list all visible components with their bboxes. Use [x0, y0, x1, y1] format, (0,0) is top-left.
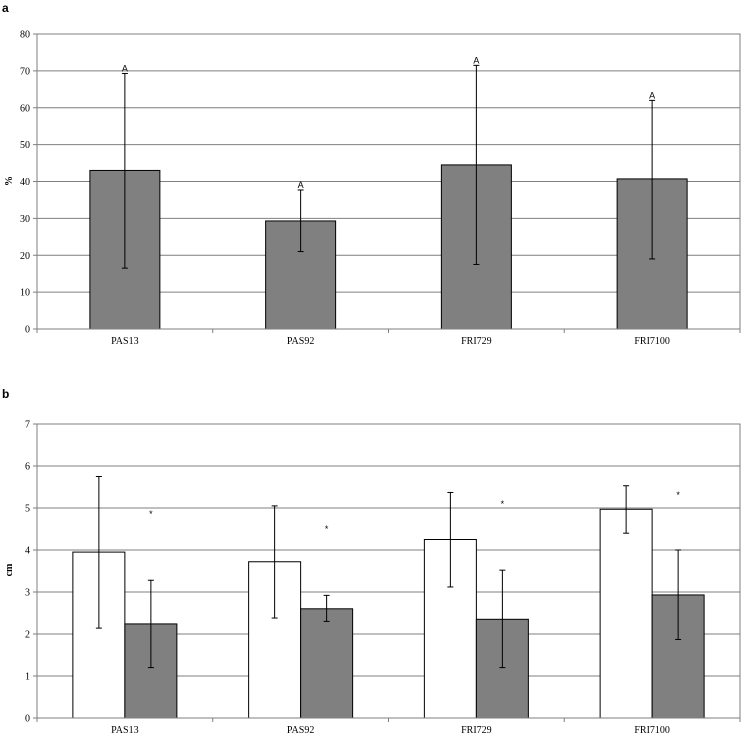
plot-frame — [36, 33, 741, 330]
significance-letter: A — [649, 90, 655, 100]
y-tick-label: 4 — [25, 546, 30, 557]
y-tick-label: 6 — [25, 462, 30, 473]
significance-asterisk: * — [501, 499, 505, 509]
y-tick-label: 10 — [20, 288, 30, 299]
bars-a — [89, 164, 688, 330]
y-tick-label: 70 — [20, 66, 30, 77]
y-tick-label: 40 — [20, 177, 30, 188]
y-ticks-a: 0 10 20 30 40 50 60 70 80 — [20, 30, 30, 336]
y-tick-label: 2 — [25, 630, 30, 641]
y-axis-label-a: % — [4, 176, 15, 186]
x-tick-label: FRI729 — [461, 336, 492, 347]
error-bars-a — [121, 64, 656, 269]
axes-a — [36, 33, 741, 333]
x-tick-label: FRI729 — [461, 725, 492, 736]
bars-b — [72, 508, 705, 719]
panel-label-b: b — [2, 387, 9, 401]
y-axis-label-b: cm — [4, 563, 15, 576]
x-tick-labels-b: PAS13 PAS92 FRI729 FRI7100 — [111, 725, 670, 736]
y-tick-label: 50 — [20, 140, 30, 151]
significance-asterisk: * — [325, 524, 329, 534]
panel-label-a: a — [2, 1, 9, 15]
y-tick-label: 1 — [25, 672, 30, 683]
y-tick-label: 60 — [20, 103, 30, 114]
y-tick-label: 3 — [25, 588, 30, 599]
significance-letter: A — [473, 55, 479, 65]
axes-b — [36, 423, 741, 722]
y-tick-label: 80 — [20, 30, 30, 41]
y-tick-label: 30 — [20, 214, 30, 225]
x-tick-label: FRI7100 — [634, 336, 670, 347]
significance-letter: A — [298, 180, 304, 190]
error-bars-b — [95, 476, 682, 669]
y-tick-label: 20 — [20, 251, 30, 262]
significance-letter: A — [122, 63, 128, 73]
y-tick-label: 7 — [25, 420, 30, 431]
significance-asterisk: * — [676, 490, 680, 500]
significance-asterisk: * — [149, 509, 153, 519]
y-tick-label: 0 — [25, 714, 30, 725]
bar — [300, 608, 354, 719]
x-tick-labels-a: PAS13 PAS92 FRI729 FRI7100 — [111, 336, 670, 347]
x-tick-label: PAS92 — [287, 725, 314, 736]
x-tick-label: PAS13 — [111, 725, 138, 736]
x-tick-label: PAS13 — [111, 336, 138, 347]
y-tick-label: 0 — [25, 325, 30, 336]
annotations-a: A A A A — [122, 55, 655, 190]
annotations-b: * * * * — [149, 490, 680, 534]
panel-b: b cm 0 1 2 3 4 5 6 7 * * * * PAS13 PAS92 FRI729 FRI71… — [2, 387, 741, 736]
plot-frame — [36, 423, 741, 719]
y-ticks-b: 0 1 2 3 4 5 6 7 — [25, 420, 30, 725]
y-tick-label: 5 — [25, 504, 30, 515]
x-tick-label: FRI7100 — [634, 725, 670, 736]
panel-a: a % 0 10 20 30 40 50 60 70 80 A A A A PAS13 PAS92 FRI… — [2, 1, 741, 347]
bar — [599, 508, 653, 719]
x-tick-label: PAS92 — [287, 336, 314, 347]
